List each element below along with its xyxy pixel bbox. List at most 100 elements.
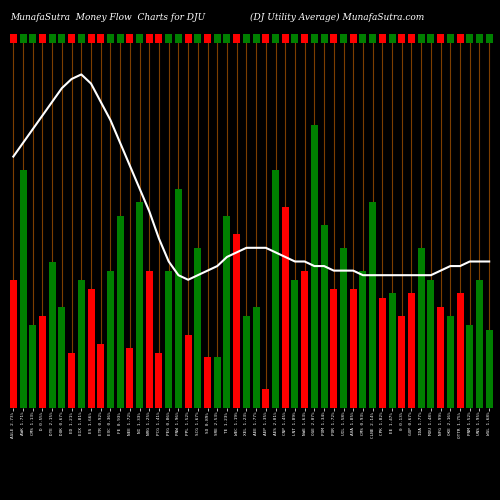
Bar [486,330,492,407]
Bar [282,207,288,408]
Text: MunafaSutra  Money Flow  Charts for DJU: MunafaSutra Money Flow Charts for DJU [10,12,205,22]
Bar [301,270,308,407]
Bar [107,270,114,407]
Bar [486,34,492,42]
Bar [272,170,279,408]
Bar [48,262,56,408]
Bar [146,270,153,407]
Bar [292,34,298,42]
Bar [418,248,424,408]
Bar [340,34,347,42]
Bar [116,34,123,42]
Bar [301,34,308,42]
Bar [282,34,288,42]
Bar [320,225,328,408]
Bar [97,34,104,42]
Bar [224,34,230,42]
Bar [466,326,473,407]
Bar [10,34,17,42]
Bar [252,34,260,42]
Bar [379,298,386,408]
Bar [447,316,454,408]
Bar [194,248,202,408]
Bar [156,353,162,408]
Bar [437,307,444,408]
Bar [136,34,143,42]
Bar [10,280,17,407]
Bar [369,202,376,408]
Bar [107,34,114,42]
Bar [311,34,318,42]
Bar [311,124,318,408]
Bar [146,34,153,42]
Bar [30,326,36,407]
Bar [408,34,415,42]
Bar [204,358,211,408]
Bar [116,216,123,408]
Bar [476,34,483,42]
Bar [184,334,192,407]
Bar [136,202,143,408]
Bar [97,344,104,407]
Bar [330,289,338,408]
Bar [466,34,473,42]
Bar [340,248,347,408]
Bar [388,294,396,408]
Text: (DJ Utility Average) MunafaSutra.com: (DJ Utility Average) MunafaSutra.com [250,12,424,22]
Bar [39,34,46,42]
Bar [398,316,406,408]
Bar [58,307,66,408]
Bar [165,34,172,42]
Bar [126,348,134,408]
Bar [262,34,270,42]
Bar [272,34,279,42]
Bar [428,280,434,407]
Bar [30,34,36,42]
Bar [184,34,192,42]
Bar [476,280,483,407]
Bar [78,34,85,42]
Bar [175,188,182,408]
Bar [20,170,26,408]
Bar [214,34,221,42]
Bar [292,280,298,407]
Bar [428,34,434,42]
Bar [350,289,356,408]
Bar [252,307,260,408]
Bar [369,34,376,42]
Bar [88,289,94,408]
Bar [204,34,211,42]
Bar [78,280,85,407]
Bar [224,216,230,408]
Bar [456,34,464,42]
Bar [388,34,396,42]
Bar [379,34,386,42]
Bar [360,270,366,407]
Bar [398,34,406,42]
Bar [243,316,250,408]
Bar [88,34,94,42]
Bar [20,34,26,42]
Bar [165,270,172,407]
Bar [447,34,454,42]
Bar [126,34,134,42]
Bar [194,34,202,42]
Bar [156,34,162,42]
Bar [437,34,444,42]
Bar [330,34,338,42]
Bar [350,34,356,42]
Bar [360,34,366,42]
Bar [408,294,415,408]
Bar [456,294,464,408]
Bar [320,34,328,42]
Bar [48,34,56,42]
Bar [175,34,182,42]
Bar [233,234,240,408]
Bar [214,358,221,408]
Bar [68,353,75,408]
Bar [39,316,46,408]
Bar [418,34,424,42]
Bar [58,34,66,42]
Bar [262,389,270,407]
Bar [233,34,240,42]
